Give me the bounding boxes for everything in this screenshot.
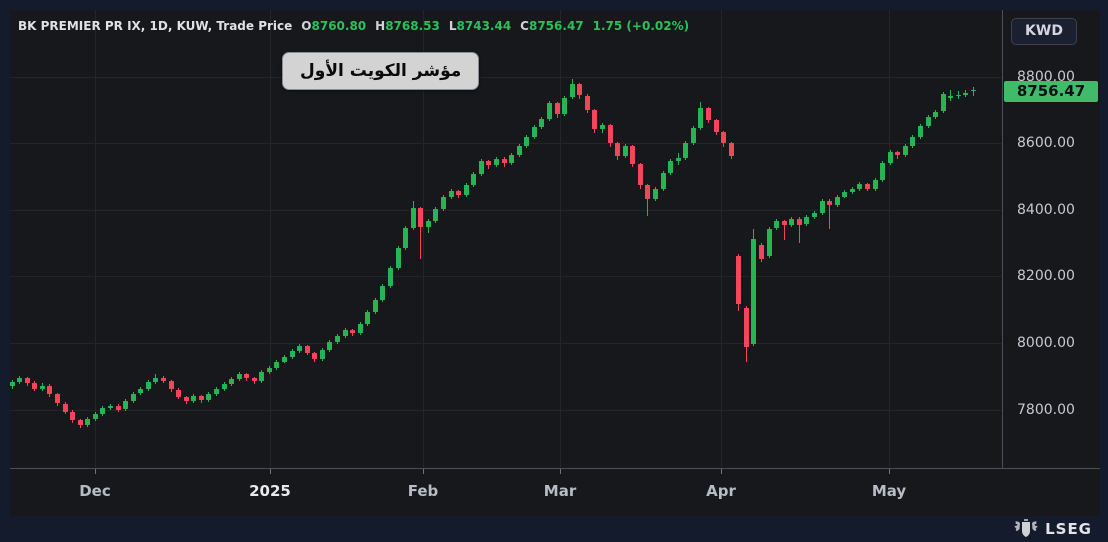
open-label: O (301, 19, 312, 33)
gridline-horizontal (10, 276, 1002, 278)
time-tick-mark (721, 469, 722, 474)
ohlc-low: L8743.44 (449, 19, 511, 33)
chart-panel: BK PREMIER PR IX, 1D, KUW, Trade Price O… (10, 10, 1100, 516)
symbol-legend: BK PREMIER PR IX, 1D, KUW, Trade Price O… (18, 19, 689, 33)
ohlc-high: H8768.53 (375, 19, 440, 33)
high-label: H (375, 19, 386, 33)
brand-bar: LSEG (1013, 518, 1092, 540)
close-label: C (520, 19, 529, 33)
gridline-vertical (95, 10, 96, 468)
time-tick-mark (423, 469, 424, 474)
lseg-wordmark: LSEG (1045, 520, 1092, 538)
time-tick-label: Feb (407, 482, 439, 500)
open-value: 8760.80 (311, 19, 367, 33)
change-value: 1.75 (+0.02%) (592, 19, 690, 33)
gridline-horizontal (10, 342, 1002, 344)
price-tick-label: 8200.00 (1017, 268, 1075, 285)
lseg-crest-icon (1014, 519, 1038, 537)
time-tick-mark (95, 469, 96, 474)
currency-button[interactable]: KWD (1011, 18, 1077, 45)
gridline-horizontal (10, 143, 1002, 145)
time-tick-mark (889, 469, 890, 474)
time-tick-mark (560, 469, 561, 474)
gridline-vertical (721, 10, 722, 468)
symbol-title: BK PREMIER PR IX, 1D, KUW, Trade Price (18, 19, 293, 33)
time-tick-label: Mar (543, 482, 577, 500)
index-name-tooltip: مؤشر الكويت الأول (282, 52, 480, 90)
time-tick-label: May (871, 482, 907, 500)
price-tick-label: 8400.00 (1017, 201, 1075, 218)
gridline-horizontal (10, 409, 1002, 411)
gridline-horizontal (10, 76, 1002, 78)
time-tick-label: Dec (79, 482, 111, 500)
gridline-vertical (889, 10, 890, 468)
time-axis[interactable]: Dec 2025 Feb Mar Apr May (10, 468, 1100, 516)
high-value: 8768.53 (385, 19, 440, 33)
gridline-horizontal (10, 209, 1002, 211)
gridline-vertical (560, 10, 561, 468)
ohlc-open: O8760.80 (301, 19, 366, 33)
plot-area[interactable]: BK PREMIER PR IX, 1D, KUW, Trade Price O… (10, 10, 1002, 468)
time-tick-label: Apr (706, 482, 736, 500)
price-tick-label: 8000.00 (1017, 334, 1075, 351)
time-tick-label: 2025 (249, 482, 291, 500)
gridline-vertical (423, 10, 424, 468)
index-name-text: مؤشر الكويت الأول (300, 61, 462, 81)
time-tick-mark (270, 469, 271, 474)
ohlc-close: C8756.47 (520, 19, 583, 33)
close-value: 8756.47 (528, 19, 584, 33)
gridline-vertical (270, 10, 271, 468)
low-value: 8743.44 (456, 19, 512, 33)
last-price-badge: 8756.47 (1004, 80, 1098, 102)
price-tick-label: 8600.00 (1017, 135, 1075, 152)
low-label: L (448, 19, 457, 33)
price-axis[interactable]: KWD 8756.47 8800.00 8600.00 8400.00 8200.00… (1002, 10, 1100, 468)
price-tick-label: 7800.00 (1017, 401, 1075, 418)
